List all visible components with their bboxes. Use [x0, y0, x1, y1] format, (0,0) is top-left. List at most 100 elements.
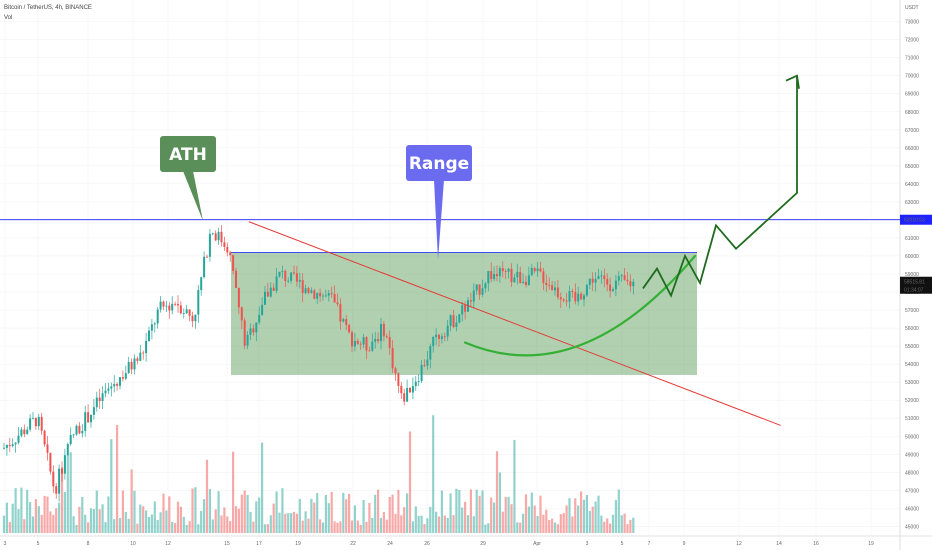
time-tick-label: 8 [87, 541, 90, 547]
candle-body [95, 397, 98, 408]
current-price-tag-bg [900, 276, 932, 294]
candle-body [609, 284, 612, 291]
candle-body [246, 334, 249, 346]
volume-bar [522, 513, 525, 533]
candle-body [588, 278, 591, 285]
volume-bar [391, 494, 394, 533]
volume-bar [188, 521, 191, 533]
volume-bar [40, 514, 43, 533]
candle-body [5, 445, 8, 448]
candle-body [626, 279, 629, 282]
candle-body [197, 290, 200, 315]
volume-bar [194, 487, 197, 533]
candle-body [98, 397, 101, 402]
volume-bar [269, 515, 272, 533]
candle-body [8, 445, 11, 447]
candle-body [545, 282, 548, 285]
candle-body [278, 271, 281, 277]
volume-bar [78, 506, 81, 533]
candle-body [362, 337, 365, 345]
descending-trendline[interactable] [248, 221, 781, 426]
candle-body [513, 277, 516, 283]
volume-bar [179, 506, 182, 533]
candle-body [324, 295, 327, 297]
volume-bar [388, 497, 391, 533]
candle-body [423, 364, 426, 366]
time-tick-label: 17 [256, 541, 262, 547]
volume-bar [290, 513, 293, 533]
volume-bar [69, 452, 72, 533]
price-tick-label: 64000 [905, 182, 919, 188]
candle-body [519, 271, 522, 283]
volume-bars [2, 415, 635, 533]
volume-bar [220, 515, 223, 533]
volume-bar [98, 509, 101, 533]
volume-bar [377, 489, 380, 533]
candle-body [46, 444, 49, 453]
candle-body [287, 280, 290, 282]
candle-body [385, 336, 388, 338]
volume-bar [426, 518, 429, 533]
time-axis[interactable]: 3 5 8 10 12 15 17 19 22 24 26 29 Apr 3 5 7 9 12 14 16 19 [4, 541, 874, 547]
candle-body [603, 275, 606, 280]
candle-body [165, 305, 168, 307]
candle-body [58, 468, 61, 494]
price-axis[interactable]: 73000 72000 71000 70000 69000 68000 67000 66000… [905, 20, 919, 531]
volume-bar [353, 505, 356, 533]
volume-bar [11, 503, 14, 533]
volume-bar [461, 507, 464, 533]
candle-body [269, 287, 272, 297]
volume-bar [475, 489, 478, 533]
current-price-value: 58515.81 [904, 280, 925, 286]
volume-bar [156, 519, 159, 533]
candle-body [188, 309, 191, 316]
volume-bar [200, 510, 203, 533]
volume-bar [350, 520, 354, 533]
volume-bar [133, 490, 136, 533]
volume-bar [272, 503, 275, 533]
candle-body [438, 334, 440, 339]
volume-bar [342, 492, 345, 533]
time-tick-label: 15 [224, 541, 230, 547]
volume-bar [5, 502, 8, 533]
price-tick-label: 73000 [905, 20, 919, 26]
candle-body [400, 385, 403, 394]
candle-body [133, 358, 136, 370]
candle-body [356, 340, 359, 344]
candle-body [316, 293, 319, 299]
candle-body [29, 418, 32, 430]
volume-bar [365, 521, 368, 533]
volume-bar [510, 504, 513, 533]
volume-bar [568, 498, 571, 533]
volume-bar [562, 513, 565, 533]
volume-bar [58, 502, 61, 533]
volume-bar [371, 517, 374, 533]
candle-body [481, 288, 484, 295]
candle-body [110, 386, 113, 389]
candle-body [501, 268, 504, 272]
candle-body [223, 242, 226, 247]
volume-bar [136, 523, 139, 533]
candle-body [148, 330, 150, 341]
time-tick-label: 12 [736, 541, 742, 547]
volume-bar [316, 493, 319, 533]
price-tick-label: 47000 [905, 488, 919, 494]
candle-body [37, 416, 40, 427]
volume-bar [171, 521, 174, 533]
price-tick-label: 65000 [905, 164, 919, 170]
candle-body [487, 271, 490, 284]
volume-bar [530, 492, 533, 533]
candle-body [351, 332, 353, 347]
volume-bar [411, 521, 414, 533]
candle-body [345, 319, 348, 326]
candle-body [78, 425, 81, 434]
volume-bar [191, 488, 194, 533]
price-tick-label: 51000 [905, 416, 919, 422]
candle-body [304, 288, 307, 294]
volume-bar [20, 487, 23, 533]
candle-body [290, 272, 293, 281]
volume-bar [435, 511, 438, 533]
candle-body [527, 275, 530, 286]
candle-body [504, 271, 507, 272]
